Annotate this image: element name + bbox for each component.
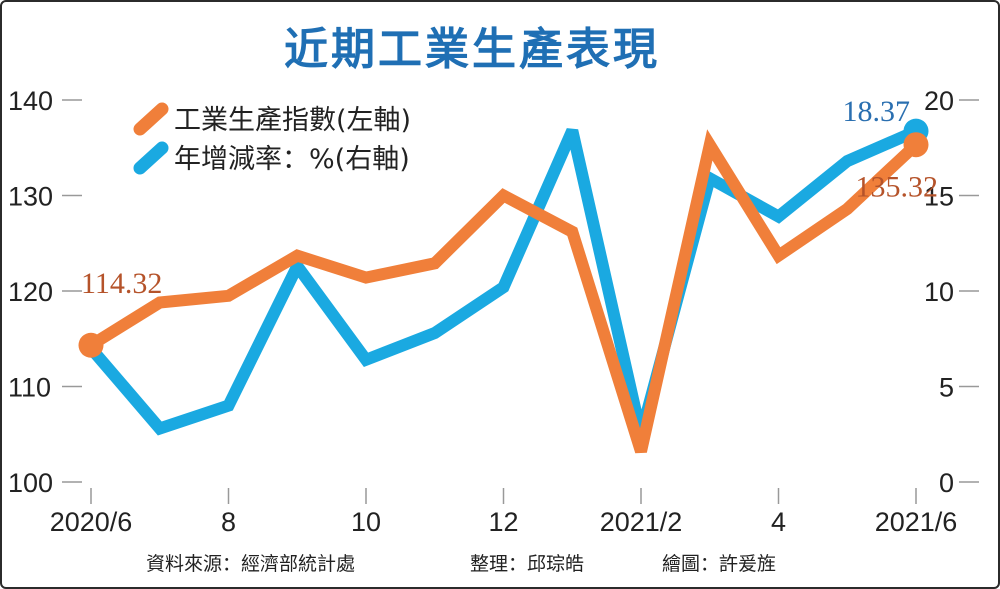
end-markers: [78, 118, 929, 358]
artist-credit: 繪圖：許爰旌: [662, 553, 776, 575]
x-tick-label: 2020/6: [50, 507, 133, 537]
legend-label-growth: 年增減率：%(右軸): [174, 144, 410, 175]
data-label: 114.32: [81, 267, 162, 300]
x-tick-label: 2021/6: [875, 507, 958, 537]
series-line-index: [87, 129, 921, 454]
x-tick-label: 4: [771, 507, 786, 537]
legend: 工業生產指數(左軸) 年增減率：%(右軸): [133, 102, 411, 175]
legend-swatch-index: [133, 102, 169, 136]
left-tick-label: 140: [8, 86, 53, 116]
x-tick-label: 8: [221, 507, 236, 537]
x-tick-label: 10: [351, 507, 381, 537]
right-tick-label: 20: [924, 86, 954, 116]
editor-credit: 整理：邱琮皓: [470, 553, 584, 575]
right-tick-label: 15: [924, 182, 954, 212]
x-tick-label: 2021/2: [600, 507, 683, 537]
right-tick-label: 10: [924, 277, 954, 307]
left-tick-label: 100: [8, 468, 53, 498]
series-line-growth: [86, 125, 919, 436]
source-credit: 資料來源：經濟部統計處: [146, 553, 355, 575]
series-layer: [86, 125, 921, 454]
legend-label-index: 工業生產指數(左軸): [174, 105, 411, 136]
x-tick-label: 12: [488, 507, 518, 537]
legend-swatch-growth: [133, 141, 169, 175]
chart-title: 近期工業生產表現: [284, 24, 660, 75]
marker-index-start: [78, 332, 104, 358]
left-tick-label: 110: [8, 373, 51, 403]
data-label: 135.32: [856, 171, 939, 204]
left-tick-label: 120: [8, 277, 53, 307]
data-label: 18.37: [843, 95, 911, 128]
data-labels: 114.32 135.32 18.37: [81, 95, 938, 300]
left-tick-label: 130: [8, 182, 53, 212]
right-tick-label: 5: [939, 373, 954, 403]
marker-index-end: [903, 132, 929, 158]
axes: 100 110 120 130 140 0 5 10 15 20 2020/6 8 10 12 2021/2…: [8, 86, 979, 537]
right-tick-label: 0: [939, 468, 954, 498]
